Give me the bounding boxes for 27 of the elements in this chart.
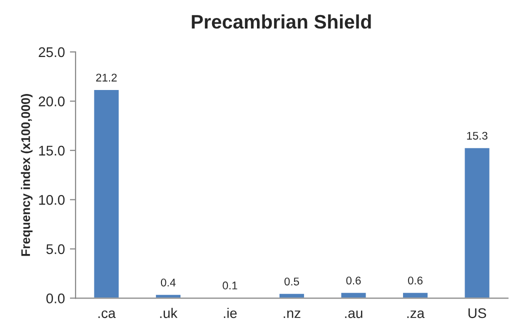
data-label: 0.5 <box>284 278 300 286</box>
x-tick-label: .au <box>345 310 362 318</box>
x-tick-label: US <box>468 308 486 318</box>
y-tick-label: 25.0 <box>38 47 65 58</box>
data-label: 0.4 <box>160 278 176 286</box>
bar <box>463 146 491 298</box>
chart-title: Precambrian Shield <box>192 14 371 29</box>
data-label: 0.1 <box>222 282 238 290</box>
bar <box>92 88 120 298</box>
y-tick-label: 0.0 <box>46 293 65 304</box>
y-tick-label: 20.0 <box>38 96 65 106</box>
bar <box>278 292 306 298</box>
data-label: 15.3 <box>467 132 488 140</box>
y-tick-label: 15.0 <box>39 146 65 156</box>
data-label: 0.6 <box>408 276 423 284</box>
y-tick-label: 10.0 <box>39 194 65 205</box>
y-axis-title: Frequency index (x100,000) <box>20 94 33 256</box>
data-label: 21.2 <box>96 74 117 82</box>
y-tick-label: 5.0 <box>46 244 65 254</box>
x-tick-label: .ca <box>98 310 116 318</box>
bar <box>340 292 368 298</box>
bar <box>402 292 429 298</box>
x-tick-label: .za <box>407 310 425 318</box>
x-tick-label: .uk <box>160 308 178 318</box>
x-tick-label: .nz <box>284 310 300 318</box>
data-label: 0.6 <box>346 276 361 284</box>
x-tick-label: .ie <box>224 308 237 318</box>
